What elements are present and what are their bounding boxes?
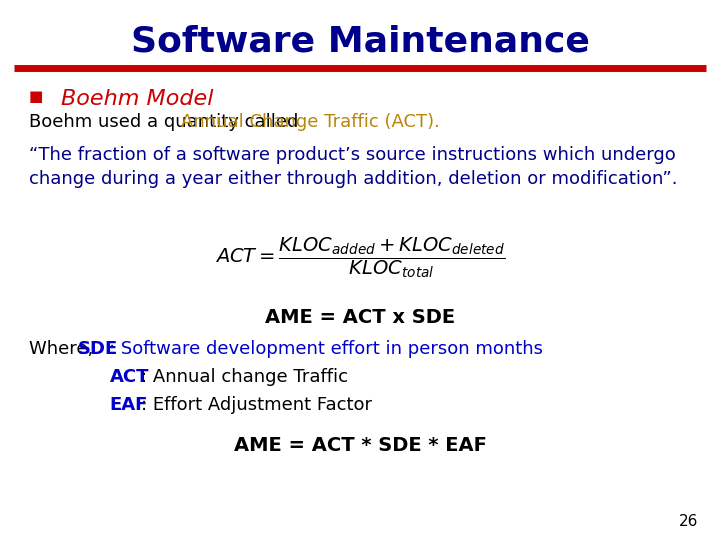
Text: : Effort Adjustment Factor: : Effort Adjustment Factor	[141, 396, 372, 414]
Text: Software Maintenance: Software Maintenance	[130, 24, 590, 58]
Text: AME = ACT x SDE: AME = ACT x SDE	[265, 308, 455, 327]
Text: “The fraction of a software product’s source instructions which undergo
change d: “The fraction of a software product’s so…	[29, 146, 678, 188]
Text: SDE: SDE	[78, 340, 118, 358]
Text: AME = ACT * SDE * EAF: AME = ACT * SDE * EAF	[233, 436, 487, 455]
Text: EAF: EAF	[109, 396, 148, 414]
Text: Boehm used a quantity called: Boehm used a quantity called	[29, 113, 304, 131]
Text: : Annual change Traffic: : Annual change Traffic	[141, 368, 348, 386]
Text: 26: 26	[679, 514, 698, 529]
Text: ■: ■	[29, 89, 43, 104]
Text: Where,: Where,	[29, 340, 99, 358]
Text: Boehm Model: Boehm Model	[61, 89, 214, 109]
Text: ACT: ACT	[109, 368, 149, 386]
Text: : Software development effort in person months: : Software development effort in person …	[109, 340, 544, 358]
Text: Annual Change Traffic (ACT).: Annual Change Traffic (ACT).	[181, 113, 440, 131]
Text: $\mathit{ACT} = \dfrac{\mathit{KLOC}_{added} + \mathit{KLOC}_{deleted}}{\mathit{: $\mathit{ACT} = \dfrac{\mathit{KLOC}_{ad…	[215, 235, 505, 280]
